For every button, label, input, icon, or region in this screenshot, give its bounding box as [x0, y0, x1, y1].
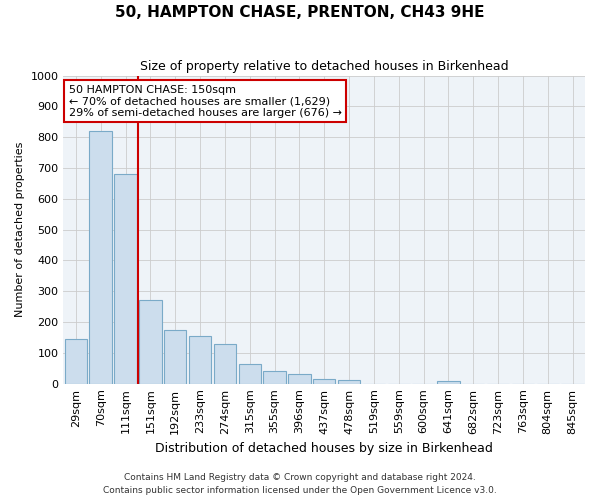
- Bar: [214, 344, 236, 384]
- Bar: [437, 380, 460, 384]
- Y-axis label: Number of detached properties: Number of detached properties: [15, 142, 25, 318]
- Bar: [338, 380, 360, 384]
- Bar: [239, 364, 261, 384]
- Text: Contains HM Land Registry data © Crown copyright and database right 2024.
Contai: Contains HM Land Registry data © Crown c…: [103, 474, 497, 495]
- Bar: [164, 330, 187, 384]
- X-axis label: Distribution of detached houses by size in Birkenhead: Distribution of detached houses by size …: [155, 442, 493, 455]
- Bar: [89, 131, 112, 384]
- Bar: [65, 339, 87, 384]
- Title: Size of property relative to detached houses in Birkenhead: Size of property relative to detached ho…: [140, 60, 509, 73]
- Bar: [313, 379, 335, 384]
- Text: 50, HAMPTON CHASE, PRENTON, CH43 9HE: 50, HAMPTON CHASE, PRENTON, CH43 9HE: [115, 5, 485, 20]
- Bar: [189, 336, 211, 384]
- Bar: [288, 374, 311, 384]
- Bar: [139, 300, 161, 384]
- Bar: [263, 372, 286, 384]
- Text: 50 HAMPTON CHASE: 150sqm
← 70% of detached houses are smaller (1,629)
29% of sem: 50 HAMPTON CHASE: 150sqm ← 70% of detach…: [68, 85, 341, 118]
- Bar: [115, 174, 137, 384]
